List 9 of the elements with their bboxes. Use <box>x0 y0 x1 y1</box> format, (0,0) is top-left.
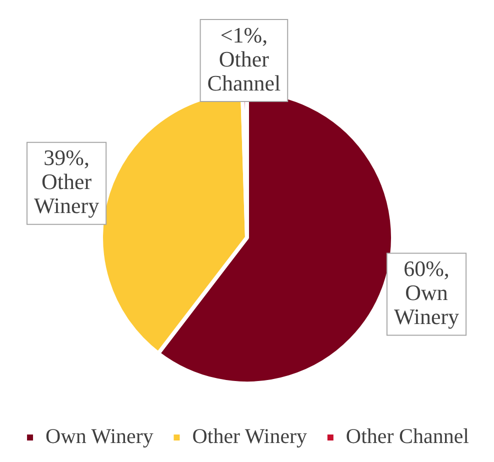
legend-label: Other Channel <box>346 424 470 448</box>
data-label: 60%, <box>404 256 450 282</box>
slice-label: Own Winery <box>394 280 460 330</box>
data-label: 39%, <box>44 145 90 170</box>
legend-label: Other Winery <box>192 424 308 448</box>
slice-label: Other Channel <box>207 46 281 96</box>
data-label: <1%, <box>220 22 268 48</box>
slice-label: Other Winery <box>34 169 100 218</box>
legend-label: Own Winery <box>46 424 154 448</box>
